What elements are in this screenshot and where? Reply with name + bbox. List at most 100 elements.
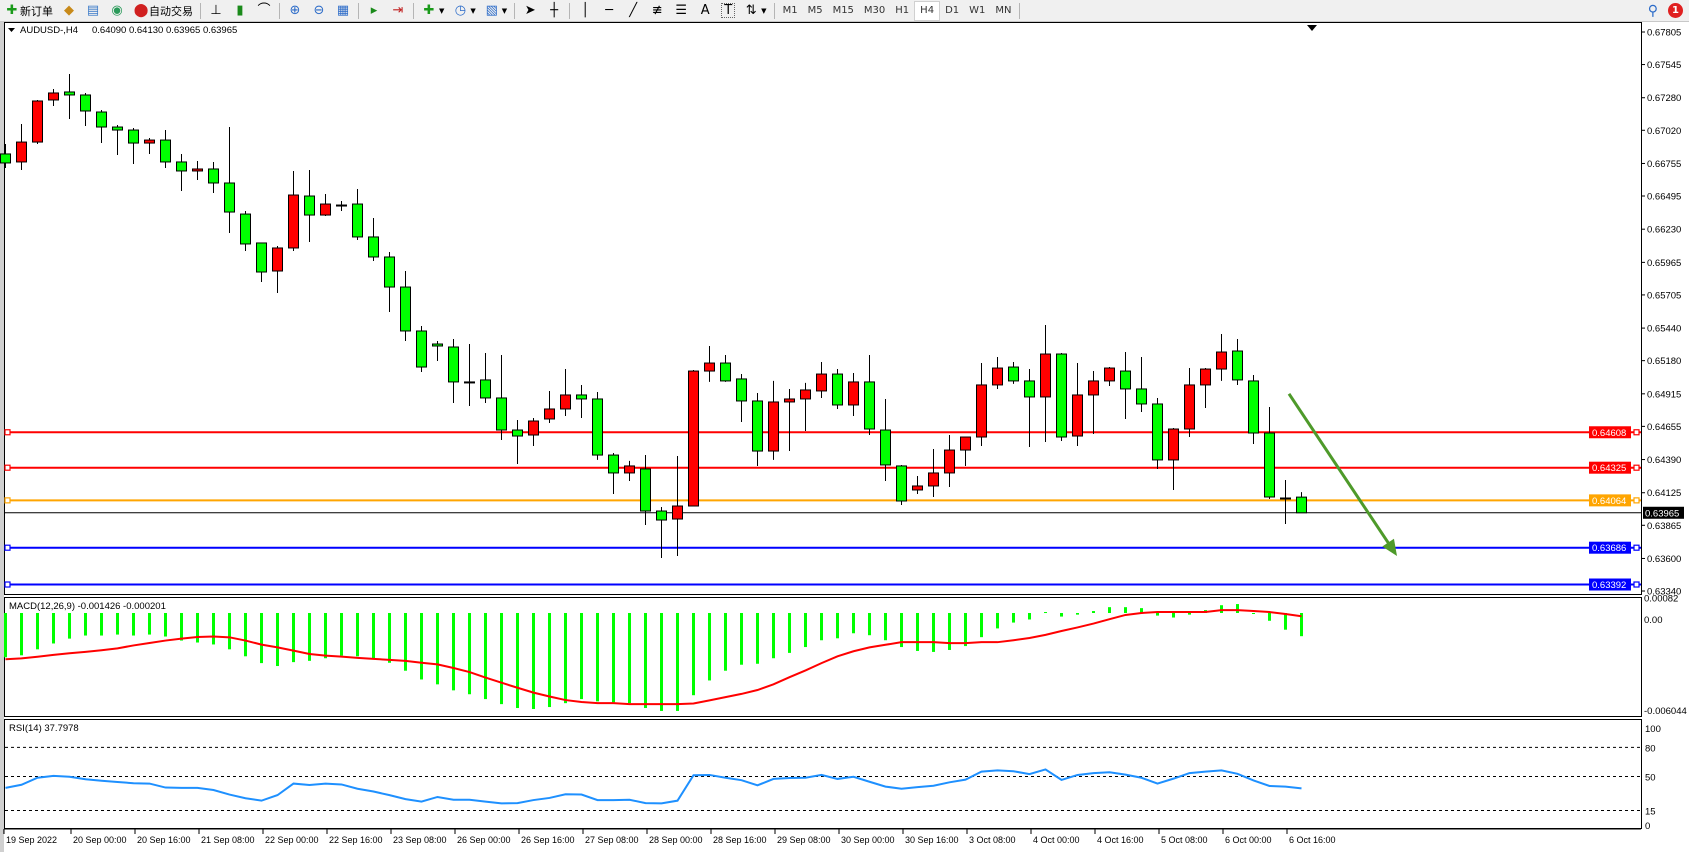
vertical-line-button[interactable]: │: [574, 1, 596, 20]
timeframe-m1[interactable]: M1: [782, 4, 798, 16]
trendline-button[interactable]: ╱: [622, 1, 644, 20]
line-handle-end[interactable]: [1633, 464, 1640, 471]
time-axis-label: 27 Sep 08:00: [585, 835, 639, 845]
macd-histogram-bar: [932, 613, 935, 652]
candle: [1280, 479, 1291, 525]
fibonacci-f-button[interactable]: ☰: [670, 1, 692, 20]
price-axis-label: 0.65965: [1647, 258, 1681, 269]
fibonacci-e-button[interactable]: ≢: [646, 1, 668, 20]
chart-shift-button[interactable]: ⇥: [387, 1, 409, 20]
new-order-label: 新订单: [20, 4, 53, 18]
time-axis-label: 5 Oct 08:00: [1161, 835, 1208, 845]
zoom-out-button[interactable]: ⊖: [308, 1, 330, 20]
macd-histogram-bar: [852, 613, 855, 634]
macd-histogram-bar: [676, 613, 679, 711]
trend-arrow-line[interactable]: [1287, 392, 1393, 548]
price-label-bg: [1589, 541, 1631, 554]
candle-body: [720, 362, 731, 382]
candle: [80, 92, 91, 127]
line-handle-end[interactable]: [1633, 497, 1640, 504]
macd-histogram-bar: [980, 613, 983, 638]
collapse-triangle-icon[interactable]: [8, 28, 15, 32]
text-button[interactable]: A: [694, 1, 716, 20]
candle: [512, 419, 523, 464]
autoscroll-button[interactable]: ▸: [363, 1, 385, 20]
timeframe-mn[interactable]: MN: [995, 4, 1012, 16]
toolbar-separator: [1019, 2, 1021, 19]
signals-button[interactable]: ◉: [106, 1, 128, 20]
line-chart-button[interactable]: ⌒: [253, 1, 275, 20]
candle: [1232, 338, 1243, 385]
line-handle-start[interactable]: [4, 497, 11, 504]
history-button[interactable]: ◆: [58, 1, 80, 20]
line-handle-end[interactable]: [1633, 581, 1640, 588]
zoom-in-button[interactable]: ⊕: [284, 1, 306, 20]
candle: [960, 436, 971, 466]
history-icon: ◆: [64, 2, 74, 18]
horizontal-line-button[interactable]: ─: [598, 1, 620, 20]
candle-body: [512, 429, 523, 437]
candle: [160, 130, 171, 168]
arrows-button[interactable]: ⇅ ▼: [740, 1, 769, 20]
candle: [272, 245, 283, 294]
periods-button[interactable]: ◷ ▼: [449, 1, 478, 20]
templates-button[interactable]: ▧ ▼: [481, 1, 510, 20]
indicators-button[interactable]: ✚ ▼: [418, 1, 447, 20]
candle-body: [384, 256, 395, 288]
price-axis-label: 0.64390: [1647, 455, 1681, 466]
tile-windows-button[interactable]: ▦: [332, 1, 354, 20]
timeframe-m15[interactable]: M15: [832, 4, 854, 16]
timeframe-m5[interactable]: M5: [807, 4, 823, 16]
line-handle-end[interactable]: [1633, 429, 1640, 436]
macd-histogram-bar: [196, 613, 199, 643]
chart-background: [0, 22, 1689, 852]
market-watch-button[interactable]: ▤: [82, 1, 104, 20]
candle: [224, 127, 235, 233]
candle-body: [784, 398, 795, 403]
line-handle-start[interactable]: [4, 464, 11, 471]
candle: [928, 449, 939, 497]
chart-shift-marker-icon[interactable]: [1307, 25, 1317, 31]
search-icon[interactable]: ⚲: [1647, 2, 1658, 19]
timeframe-h1[interactable]: H1: [895, 4, 910, 16]
candle: [400, 271, 411, 341]
candle: [672, 456, 683, 556]
line-handle-start[interactable]: [4, 581, 11, 588]
candle: [1024, 369, 1035, 448]
macd-signal-line: [5, 609, 1302, 706]
text-label-button[interactable]: T: [718, 1, 738, 20]
auto-trading-button[interactable]: ⬤ 自动交易: [130, 1, 196, 20]
new-order-button[interactable]: ✚ 新订单: [1, 1, 56, 20]
timeframe-m30[interactable]: M30: [863, 4, 886, 16]
candle-body: [880, 429, 891, 466]
candle-body: [768, 401, 779, 452]
crosshair-button[interactable]: ┼: [543, 1, 565, 20]
rsi-axis-label: 0: [1645, 821, 1650, 832]
notification-badge[interactable]: 1: [1668, 3, 1683, 18]
candle-body: [48, 92, 59, 101]
line-handle-start[interactable]: [4, 429, 11, 436]
candle-body: [736, 378, 747, 402]
crosshair-icon: ┼: [550, 2, 559, 18]
candle: [1120, 352, 1131, 419]
candlestick-button[interactable]: ▮: [229, 1, 251, 20]
line-handle-start[interactable]: [4, 544, 11, 551]
timeframe-w1[interactable]: W1: [969, 4, 986, 16]
macd-histogram-bar: [1076, 613, 1079, 615]
timeframe-d1[interactable]: D1: [945, 4, 960, 16]
timeframe-h4[interactable]: H4: [914, 0, 941, 21]
price-axis-label: 0.66230: [1647, 225, 1681, 236]
cursor-button[interactable]: ➤: [519, 1, 541, 20]
bar-chart-button[interactable]: ⊥: [205, 1, 227, 20]
macd-histogram-bar: [1172, 613, 1175, 618]
candle: [1216, 333, 1227, 381]
rsi-label: RSI(14) 37.7978: [9, 723, 79, 734]
candle-body: [128, 129, 139, 144]
candle: [1200, 368, 1211, 408]
main-panel-frame: [4, 22, 1642, 595]
line-handle-end[interactable]: [1633, 544, 1640, 551]
candle: [16, 124, 27, 170]
candle-body: [560, 394, 571, 410]
price-axis-label: 0.63865: [1647, 521, 1681, 532]
